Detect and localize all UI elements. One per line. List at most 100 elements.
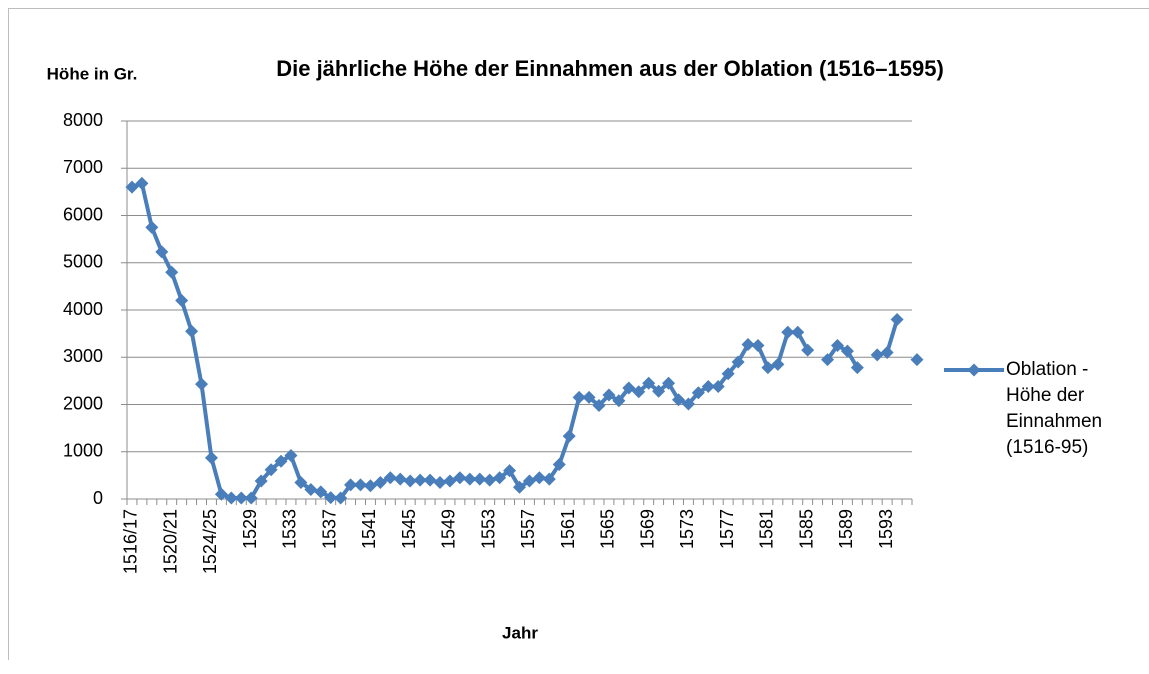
data-point [701,380,715,394]
data-point [393,472,407,486]
x-tick-label: 1524/25 [200,509,220,574]
data-point [681,397,695,411]
data-point [354,478,368,492]
data-point [204,451,218,465]
data-point [294,475,308,489]
data-point [671,393,685,407]
data-point [314,485,328,499]
data-point [691,386,705,400]
x-tick-label: 1541 [359,509,379,549]
x-tick-label: 1573 [677,509,697,549]
data-point [572,390,586,404]
data-point [612,394,626,408]
x-tick-label: 1565 [598,509,618,549]
x-tick-label: 1533 [280,509,300,549]
data-point [195,377,209,391]
data-point [274,454,288,468]
data-point [125,180,139,194]
data-point [493,471,507,485]
y-tick-label: 8000 [63,110,103,130]
data-point [761,361,775,375]
x-tick-label: 1569 [637,509,657,549]
data-point [234,491,248,505]
data-point [582,390,596,404]
data-point [711,380,725,394]
data-point [473,472,487,486]
data-point [224,491,238,505]
x-tick-label: 1581 [757,509,777,549]
x-tick-label: 1520/21 [160,509,180,574]
data-point [522,474,536,488]
data-point [781,325,795,339]
x-tick-label: 1557 [518,509,538,549]
x-tick-label: 1545 [399,509,419,549]
data-point [145,220,159,234]
data-point [850,361,864,375]
x-tick-label: 1553 [478,509,498,549]
data-point [880,346,894,360]
data-point [503,464,517,478]
data-point [463,472,477,486]
data-point [741,337,755,351]
data-point [324,491,338,505]
data-point [751,338,765,352]
x-tick-label: 1589 [836,509,856,549]
data-point [373,475,387,489]
data-point [483,473,497,487]
data-point [363,479,377,493]
data-point [622,381,636,395]
y-tick-label: 2000 [63,393,103,413]
data-point [304,483,318,497]
data-point [731,355,745,369]
data-point [254,474,268,488]
data-point [433,475,447,489]
data-point [214,487,228,501]
data-point [344,478,358,492]
y-tick-label: 7000 [63,157,103,177]
data-point [821,353,835,367]
data-point [602,388,616,402]
y-tick-label: 4000 [63,299,103,319]
data-point [652,384,666,398]
data-point [642,376,656,390]
y-tick-label: 6000 [63,204,103,224]
data-point [801,343,815,357]
y-tick-label: 1000 [63,441,103,461]
data-point [155,245,169,259]
y-axis-title: Höhe in Gr. [47,64,138,83]
chart-border [8,8,1149,660]
data-point [403,474,417,488]
data-point [413,473,427,487]
data-point [830,338,844,352]
data-point [592,398,606,412]
data-point [185,324,199,338]
y-tick-label: 3000 [63,346,103,366]
data-point [840,344,854,358]
x-tick-label: 1593 [876,509,896,549]
data-point [423,473,437,487]
chart-title: Die jährliche Höhe der Einnahmen aus der… [276,56,944,81]
data-point [791,325,805,339]
series-line [132,183,917,498]
data-point [165,265,179,279]
data-point [532,471,546,485]
data-point [562,429,576,443]
x-tick-label: 1561 [558,509,578,549]
data-point [135,176,149,190]
data-point [632,385,646,399]
data-point [334,491,348,505]
data-point [383,471,397,485]
data-point [443,474,457,488]
data-point [910,353,924,367]
y-tick-label: 5000 [63,252,103,272]
x-tick-label: 1529 [240,509,260,549]
data-point [552,458,566,472]
data-point [890,312,904,326]
data-point [244,491,258,505]
x-axis-title: Jahr [502,623,538,642]
data-point [870,348,884,362]
x-tick-label: 1549 [439,509,459,549]
data-point [662,376,676,390]
